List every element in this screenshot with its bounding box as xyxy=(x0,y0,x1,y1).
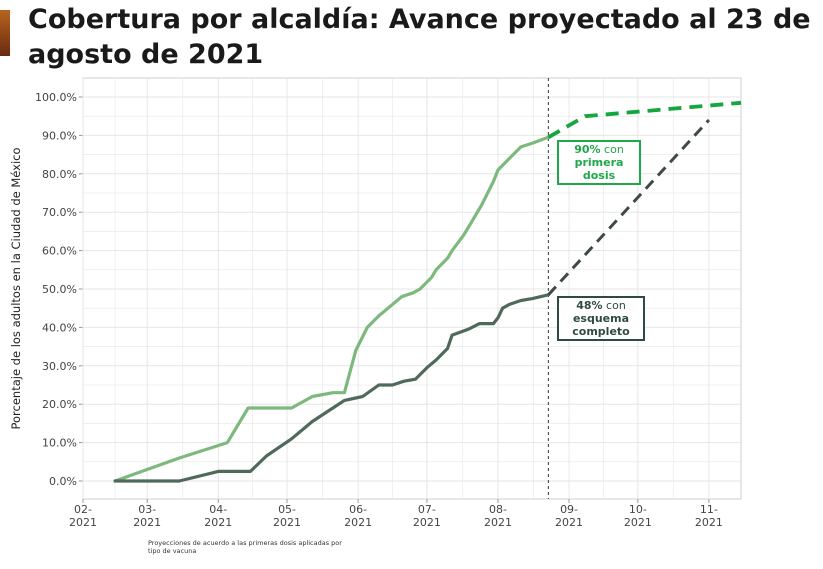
x-tick-label-year: 2021 xyxy=(624,516,652,529)
chart-title: Cobertura por alcaldía: Avance proyectad… xyxy=(28,4,811,70)
first-dose-annotation-line2: primera xyxy=(574,156,624,169)
x-tick-label-year: 2021 xyxy=(69,516,97,529)
y-tick-label: 60.0% xyxy=(42,245,77,258)
y-axis-title: Porcentaje de los adultos en la Ciudad d… xyxy=(9,147,23,429)
x-tick-label-year: 2021 xyxy=(133,516,161,529)
x-tick-label-month: 05- xyxy=(278,503,296,516)
first-dose-annotation-pct: 90% xyxy=(574,143,601,156)
series-line-first-dose-projection xyxy=(547,100,742,139)
x-tick-label-year: 2021 xyxy=(273,516,301,529)
series-line-full-scheme xyxy=(113,293,551,483)
y-tick-label: 0.0% xyxy=(49,475,77,488)
y-tick-label: 20.0% xyxy=(42,398,77,411)
x-tick-label-month: 02- xyxy=(74,503,92,516)
series-line-full-scheme-projection xyxy=(547,118,711,296)
y-tick-label: 10.0% xyxy=(42,437,77,450)
y-tick-label: 40.0% xyxy=(42,321,77,334)
x-tick-label-month: 11- xyxy=(700,503,718,516)
x-tick-label-month: 10- xyxy=(629,503,647,516)
y-tick-label: 80.0% xyxy=(42,168,77,181)
first-dose-annotation-line3: dosis xyxy=(582,169,616,182)
y-tick-label: 50.0% xyxy=(42,283,77,296)
first-dose-annotation: 90% con primera dosis xyxy=(557,140,641,185)
x-tick-label-month: 09- xyxy=(560,503,578,516)
y-tick-label: 90.0% xyxy=(42,129,77,142)
x-tick-label-year: 2021 xyxy=(413,516,441,529)
x-tick-label-year: 2021 xyxy=(695,516,723,529)
full-scheme-annotation-suffix: con xyxy=(602,299,626,312)
x-tick-label-year: 2021 xyxy=(344,516,372,529)
full-scheme-annotation-line3: completo xyxy=(572,325,630,338)
title-accent-bar xyxy=(0,10,10,56)
y-tick-label: 100.0% xyxy=(35,91,77,104)
full-scheme-annotation-pct: 48% xyxy=(576,299,603,312)
first-dose-annotation-suffix: con xyxy=(600,143,624,156)
x-tick-label-month: 08- xyxy=(489,503,507,516)
y-tick-label: 30.0% xyxy=(42,360,77,373)
x-tick-label-year: 2021 xyxy=(555,516,583,529)
x-tick-label-year: 2021 xyxy=(204,516,232,529)
footnote: Proyecciones de acuerdo a las primeras d… xyxy=(148,539,342,555)
full-scheme-annotation: 48% con esquema completo xyxy=(557,296,645,341)
x-tick-label-month: 07- xyxy=(418,503,436,516)
x-tick-label-month: 06- xyxy=(349,503,367,516)
x-tick-label-year: 2021 xyxy=(484,516,512,529)
x-tick-label-month: 04- xyxy=(209,503,227,516)
y-tick-label: 70.0% xyxy=(42,206,77,219)
series-line-first-dose xyxy=(113,135,551,483)
full-scheme-annotation-line2: esquema xyxy=(572,312,630,325)
x-tick-label-month: 03- xyxy=(138,503,156,516)
